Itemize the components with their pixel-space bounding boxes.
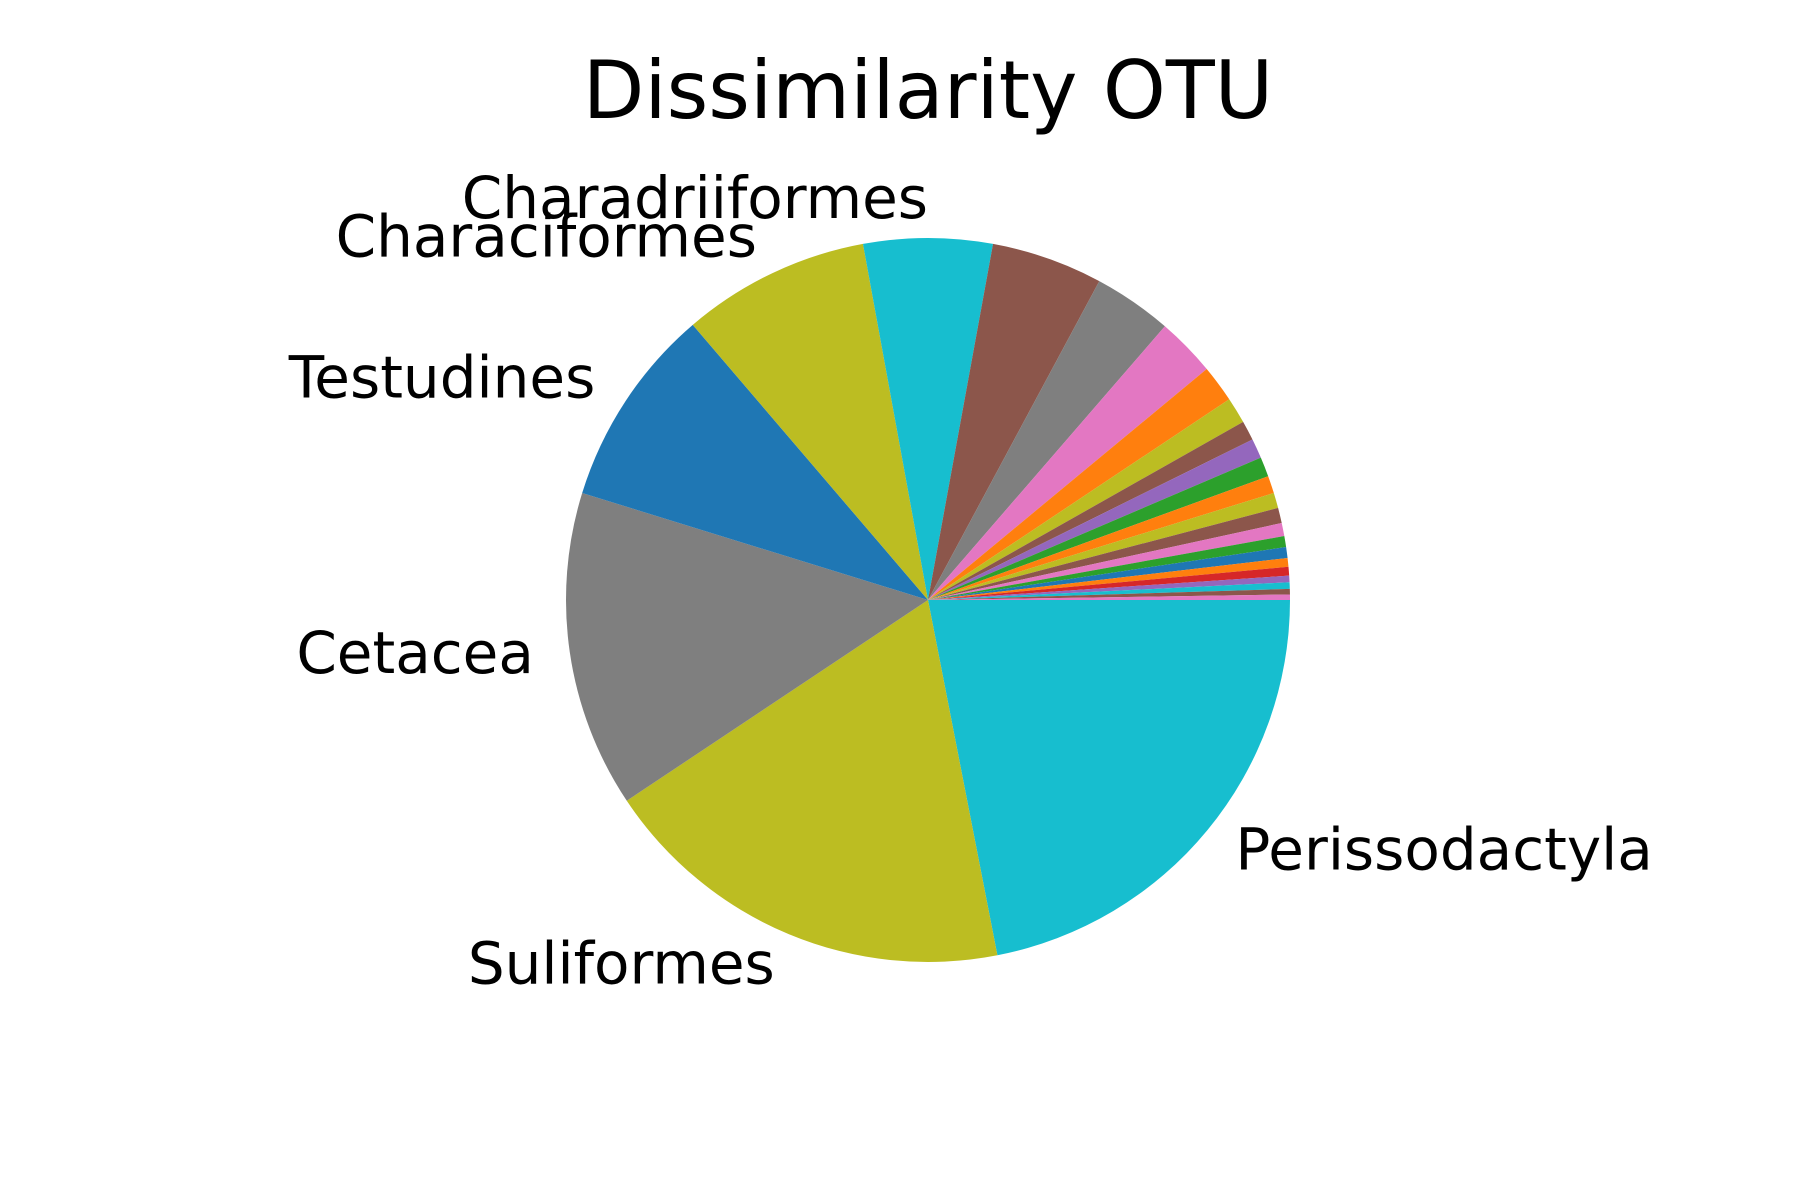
slice-label: Perissodactyla bbox=[1235, 815, 1652, 883]
pie-slice bbox=[862, 238, 994, 600]
slice-label: Cetacea bbox=[296, 619, 534, 687]
chart-title: Dissimilarity OTU bbox=[583, 44, 1273, 137]
pie-slice bbox=[626, 600, 998, 962]
pie-slice bbox=[928, 575, 1290, 600]
pie-slice bbox=[928, 492, 1279, 600]
pie-slice bbox=[928, 399, 1244, 600]
slice-label: Characiformes bbox=[336, 203, 757, 271]
pie-slice bbox=[928, 507, 1282, 600]
pie-slice bbox=[928, 243, 1100, 600]
slice-label: Testudines bbox=[288, 343, 596, 411]
pie-slice bbox=[928, 457, 1269, 600]
pie-slice bbox=[928, 421, 1253, 600]
slice-label: Charadriiformes bbox=[462, 164, 928, 232]
pie-slice bbox=[928, 588, 1290, 600]
pie-slice bbox=[582, 324, 928, 600]
pie-slice bbox=[928, 326, 1207, 600]
pie-slice bbox=[928, 536, 1287, 600]
pie-slice bbox=[928, 369, 1230, 600]
pie-slice bbox=[928, 281, 1165, 600]
pie-slice bbox=[928, 439, 1261, 600]
pie-slice bbox=[566, 492, 928, 801]
pie-labels: Perissodactyla Suliformes Cetacea Testudine… bbox=[288, 164, 1653, 998]
pie-slice bbox=[928, 566, 1290, 600]
pie-slice bbox=[928, 476, 1274, 600]
pie-slice bbox=[928, 594, 1290, 600]
pie-slice bbox=[928, 523, 1285, 600]
pie-slices bbox=[566, 238, 1290, 962]
pie-slice bbox=[928, 557, 1289, 600]
pie-slice bbox=[928, 582, 1290, 600]
slice-label: Suliformes bbox=[468, 930, 775, 998]
pie-slice bbox=[692, 243, 928, 600]
pie-slice bbox=[928, 546, 1288, 600]
pie-slice bbox=[928, 600, 1290, 956]
